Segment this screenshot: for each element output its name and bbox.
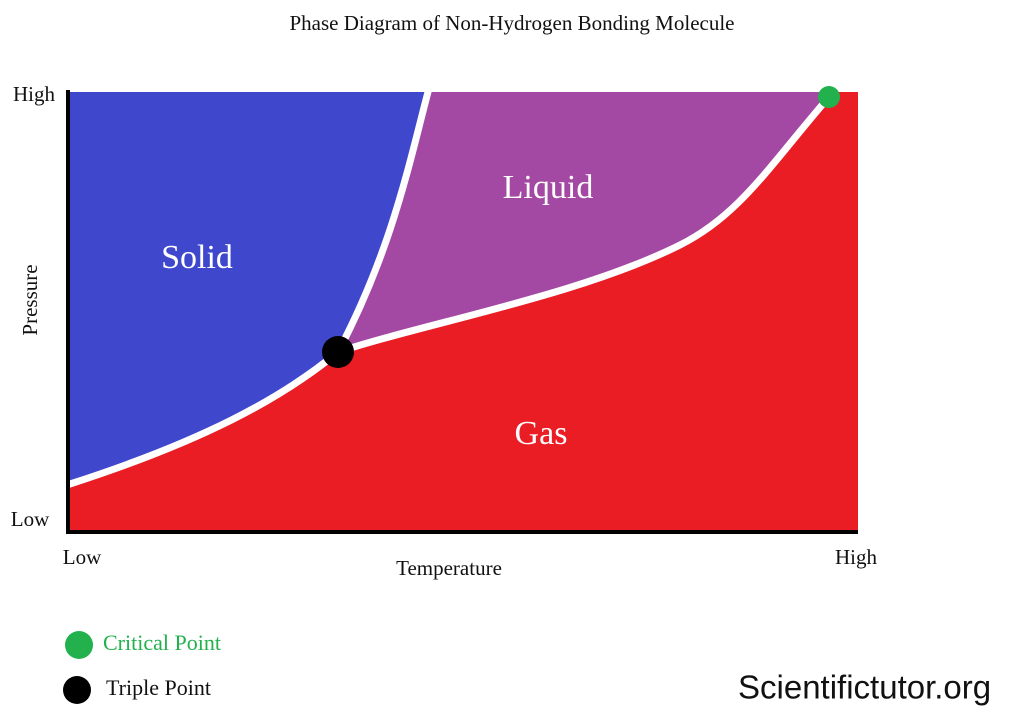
region-label: Gas	[515, 415, 568, 452]
y-axis-label: Pressure	[18, 264, 42, 335]
y-high-label: High	[13, 82, 56, 106]
y-low-label: Low	[11, 507, 50, 531]
x-axis-label: Temperature	[396, 556, 502, 580]
region-label: Liquid	[503, 169, 594, 206]
legend-swatch	[65, 631, 93, 659]
legend-label: Critical Point	[103, 630, 221, 655]
critical-point	[818, 86, 840, 108]
legend-swatch	[63, 676, 91, 704]
liquid-region	[338, 92, 835, 352]
title: Phase Diagram of Non-Hydrogen Bonding Mo…	[290, 11, 735, 35]
region-label: Solid	[161, 239, 233, 276]
triple-point	[322, 336, 354, 368]
legend-label: Triple Point	[106, 675, 211, 700]
watermark: Scientifictutor.org	[738, 669, 991, 706]
solid-region	[70, 92, 428, 482]
fusion-curve	[334, 88, 432, 356]
sublimation-curve	[66, 348, 342, 488]
x-low-label: Low	[63, 545, 102, 569]
vaporization-curve	[334, 93, 833, 356]
x-high-label: High	[835, 545, 878, 569]
